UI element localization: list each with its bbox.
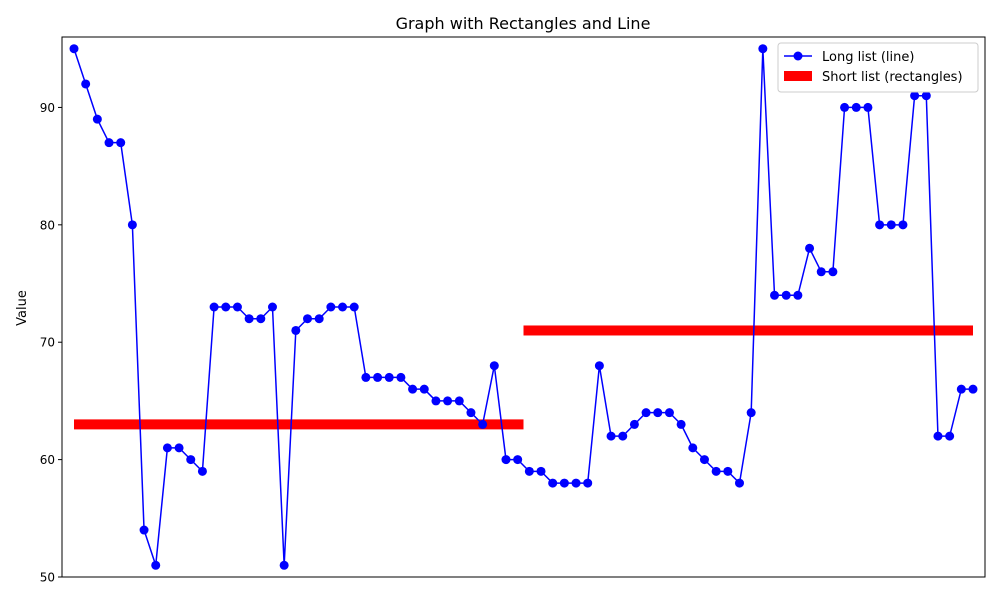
y-axis: 50 60 70 80 90 [40, 101, 62, 585]
legend: Long list (line) Short list (rectangles) [777, 42, 979, 93]
data-point [81, 79, 91, 89]
data-point [396, 372, 406, 382]
data-point [594, 361, 604, 371]
data-point [746, 408, 756, 418]
data-point [197, 466, 207, 476]
data-point [314, 314, 324, 324]
data-point [326, 302, 336, 312]
legend-label-line: Long list (line) [822, 50, 914, 65]
data-point [805, 243, 815, 253]
data-point [174, 443, 184, 453]
data-point [793, 290, 803, 300]
data-point [256, 314, 266, 324]
data-point [221, 302, 231, 312]
data-point [478, 419, 488, 429]
data-point [781, 290, 791, 300]
data-point [559, 478, 569, 488]
legend-label-rect: Short list (rectangles) [822, 70, 963, 85]
value-rectangle [523, 325, 973, 336]
data-point [699, 455, 709, 465]
data-point [956, 384, 966, 394]
data-point [933, 431, 943, 441]
data-point [524, 466, 534, 476]
data-point [711, 466, 721, 476]
data-point [968, 384, 978, 394]
data-point [816, 267, 826, 277]
data-point [688, 443, 698, 453]
data-point [279, 560, 289, 570]
data-point [606, 431, 616, 441]
data-point [104, 138, 114, 148]
data-point [186, 455, 196, 465]
data-point [127, 220, 137, 230]
data-point [921, 91, 931, 101]
y-tick-label: 90 [40, 101, 55, 115]
data-point [548, 478, 558, 488]
data-point [770, 290, 780, 300]
data-point [303, 314, 313, 324]
data-point [886, 220, 896, 230]
data-point [232, 302, 242, 312]
plot-frame [61, 36, 986, 578]
data-point [618, 431, 628, 441]
data-point [828, 267, 838, 277]
data-point [408, 384, 418, 394]
data-point [384, 372, 394, 382]
data-point [629, 419, 639, 429]
data-point [443, 396, 453, 406]
y-tick-label: 60 [40, 453, 55, 467]
data-point [641, 408, 651, 418]
legend-rect-swatch [784, 71, 812, 81]
data-point [162, 443, 172, 453]
data-point [116, 138, 126, 148]
y-axis-label: Value [15, 290, 30, 326]
data-point [209, 302, 219, 312]
data-point [489, 361, 499, 371]
data-point [151, 560, 161, 570]
data-point [898, 220, 908, 230]
legend-line-marker [793, 51, 803, 61]
data-point [466, 408, 476, 418]
y-tick-label: 70 [40, 336, 55, 350]
data-point [758, 44, 768, 54]
data-point [676, 419, 686, 429]
data-point [349, 302, 359, 312]
data-point [734, 478, 744, 488]
chart-title: Graph with Rectangles and Line [396, 14, 651, 33]
data-point [431, 396, 441, 406]
data-point [653, 408, 663, 418]
y-tick-label: 80 [40, 218, 55, 232]
data-point [361, 372, 371, 382]
data-point [513, 455, 523, 465]
value-rectangle [74, 419, 524, 430]
data-point [291, 325, 301, 335]
data-point [840, 102, 850, 112]
data-point [910, 91, 920, 101]
y-tick-label: 50 [40, 571, 55, 585]
data-point [267, 302, 277, 312]
data-point [851, 102, 861, 112]
data-point [571, 478, 581, 488]
data-point [723, 466, 733, 476]
data-point [536, 466, 546, 476]
rectangles-layer [74, 325, 973, 430]
data-point [863, 102, 873, 112]
data-point [244, 314, 254, 324]
legend-box [777, 42, 979, 93]
data-point [454, 396, 464, 406]
line-layer [69, 44, 978, 570]
data-point [875, 220, 885, 230]
data-point [92, 114, 102, 124]
data-point [338, 302, 348, 312]
data-point [69, 44, 79, 54]
data-point [945, 431, 955, 441]
data-point [583, 478, 593, 488]
data-point [419, 384, 429, 394]
data-point [139, 525, 149, 535]
data-point [373, 372, 383, 382]
data-point [664, 408, 674, 418]
data-point [501, 455, 511, 465]
